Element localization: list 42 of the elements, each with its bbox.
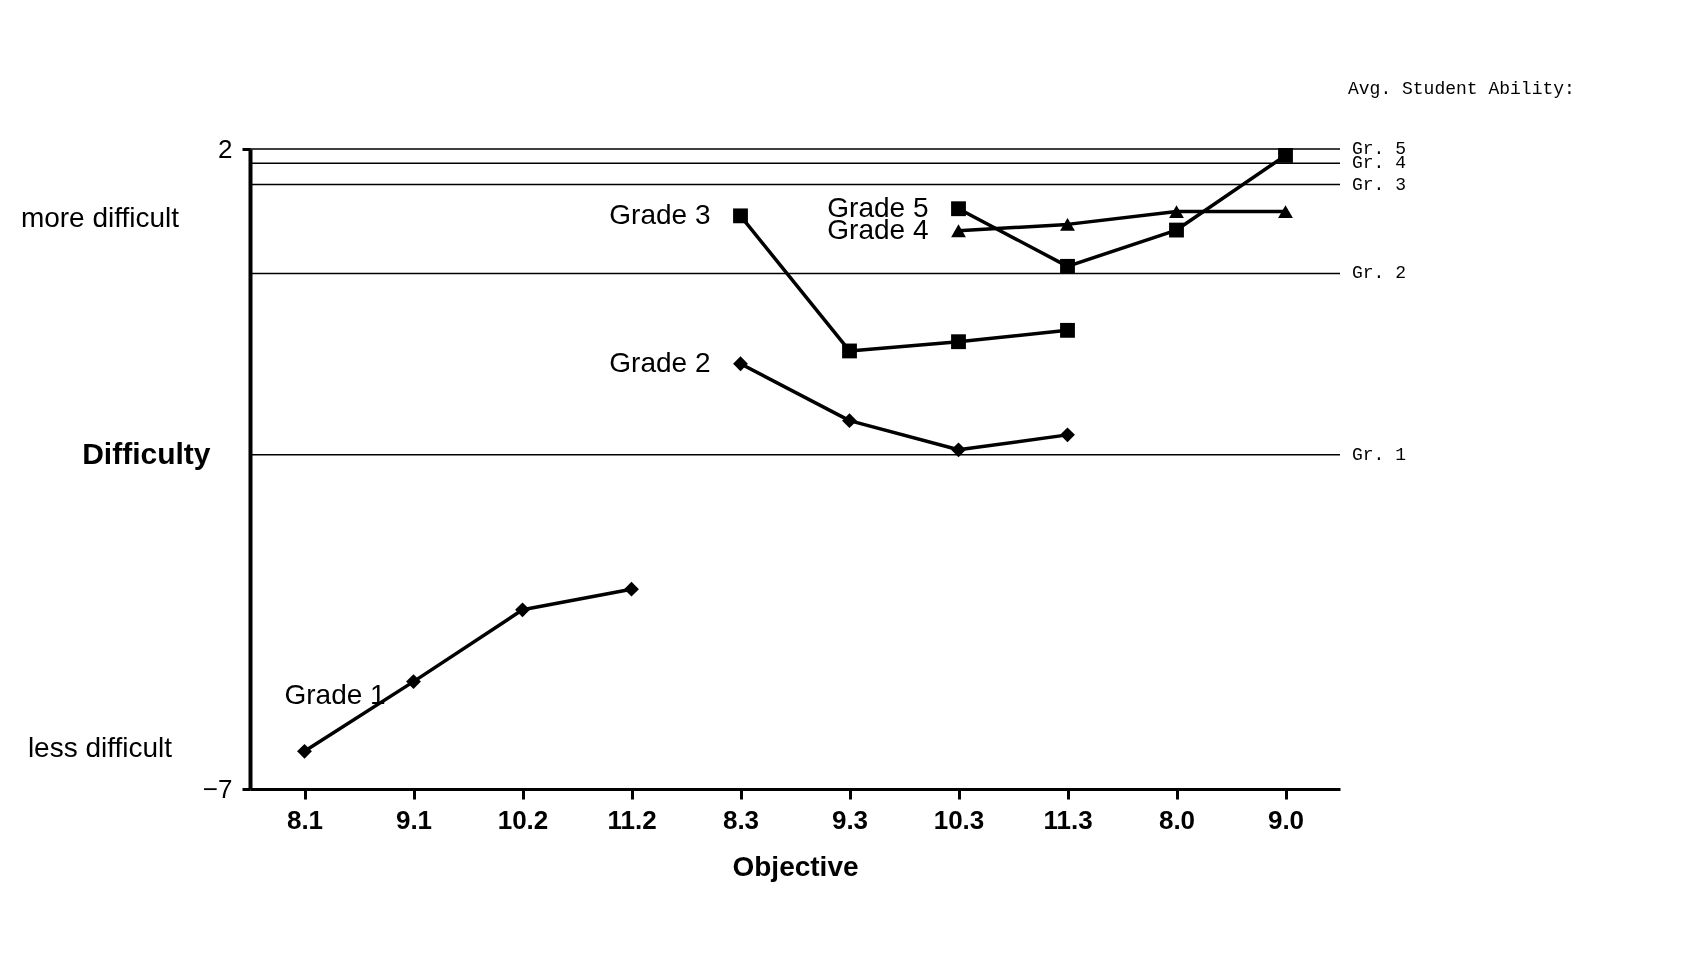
y-tick-label: −7 xyxy=(202,773,233,804)
point xyxy=(951,442,966,458)
x-tick-label: 8.0 xyxy=(1158,804,1196,835)
x-tick-label: 10.2 xyxy=(497,804,549,835)
x-tick-label: 11.2 xyxy=(607,804,657,835)
point xyxy=(951,334,966,350)
x-axis-title: Objective xyxy=(732,850,859,882)
point xyxy=(733,208,748,224)
ref-line-label: Gr. 1 xyxy=(1352,444,1407,465)
point xyxy=(1169,222,1184,238)
point xyxy=(951,201,966,217)
point xyxy=(733,356,748,372)
point xyxy=(1060,258,1075,274)
x-tick-label: 9.3 xyxy=(831,804,869,835)
ref-line-label: Gr. 3 xyxy=(1352,174,1407,195)
point xyxy=(842,343,857,359)
x-tick-label: 10.3 xyxy=(933,804,985,835)
point xyxy=(1060,217,1075,231)
point xyxy=(1278,147,1293,163)
point xyxy=(1060,322,1075,338)
x-tick-label: 9.1 xyxy=(395,804,433,835)
text: less difficult xyxy=(27,732,173,763)
point xyxy=(1169,205,1184,218)
text: Avg. Student Ability: xyxy=(1348,79,1575,99)
ref-line-label: Gr. 2 xyxy=(1352,263,1407,284)
point xyxy=(842,413,857,429)
point xyxy=(624,581,639,597)
x-tick-label: 8.3 xyxy=(722,804,760,835)
point xyxy=(297,743,312,759)
text: more difficult xyxy=(20,202,180,233)
series-label: Grade 3 xyxy=(609,198,711,230)
x-tick-label: 11.3 xyxy=(1043,804,1093,835)
x-tick-label: 9.0 xyxy=(1267,804,1305,835)
point xyxy=(1278,205,1293,218)
point xyxy=(1060,427,1075,443)
x-tick-label: 8.1 xyxy=(286,804,324,835)
y-tick-label: 2 xyxy=(218,133,233,164)
series-label: Grade 2 xyxy=(609,346,711,378)
y-axis-title: Difficulty xyxy=(82,436,211,470)
point xyxy=(515,602,530,618)
point xyxy=(951,224,966,238)
point xyxy=(406,674,421,690)
